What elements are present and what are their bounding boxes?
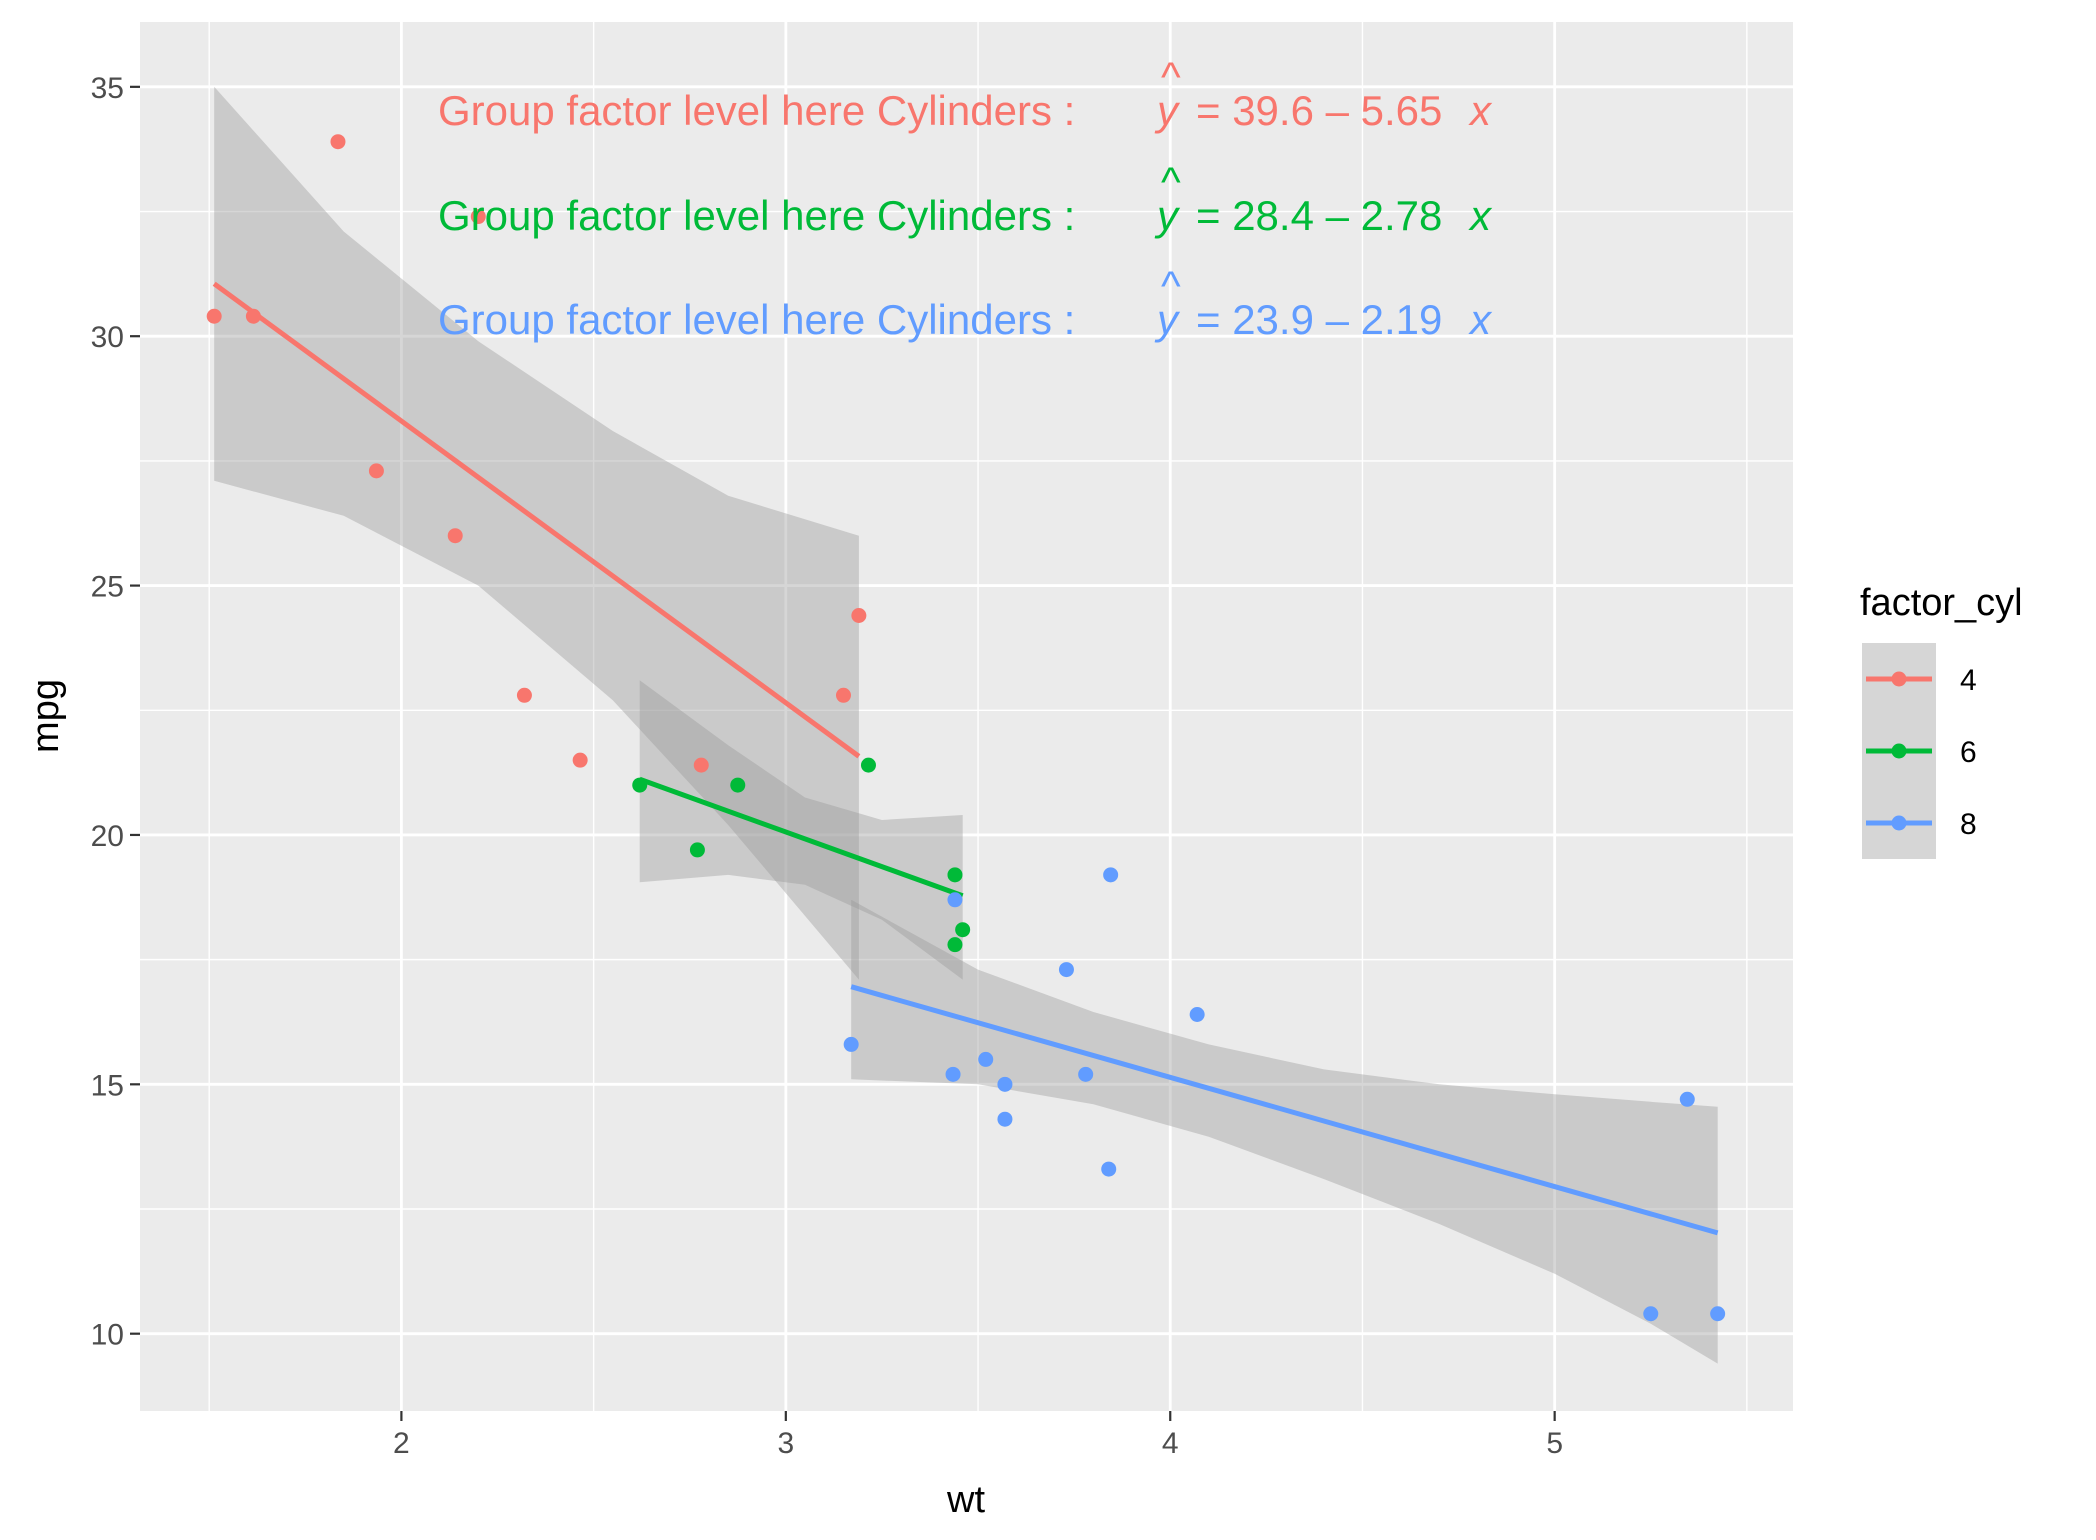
- data-point-6: [689, 842, 705, 858]
- data-point-8: [1710, 1306, 1726, 1322]
- data-point-6: [947, 937, 963, 953]
- data-point-8: [997, 1111, 1013, 1127]
- y-tick-label: 25: [91, 571, 124, 604]
- equation-var-8: x: [1468, 296, 1493, 343]
- x-tick-label: 5: [1546, 1427, 1563, 1460]
- x-tick-label: 2: [393, 1427, 410, 1460]
- confidence-band-6: [639, 680, 963, 980]
- data-point-6: [947, 867, 963, 883]
- data-point-4: [516, 687, 532, 703]
- major-gridlines: [140, 22, 1793, 1411]
- equation-label-6: Group factor level here Cylinders :: [438, 192, 1075, 239]
- x-tick-label: 3: [777, 1427, 794, 1460]
- equation-yhat-4: y: [1154, 87, 1181, 134]
- data-point-8: [997, 1076, 1013, 1092]
- y-tick-label: 35: [91, 72, 124, 105]
- data-point-8: [945, 1066, 961, 1082]
- data-point-4: [470, 209, 486, 225]
- data-point-6: [730, 777, 746, 793]
- data-point-4: [245, 308, 261, 324]
- legend-label-4: 4: [1960, 664, 1977, 697]
- equation-hat-4: ^: [1161, 53, 1181, 100]
- equation-label-8: Group factor level here Cylinders :: [438, 296, 1075, 343]
- equation-label-4: Group factor level here Cylinders :: [438, 87, 1075, 134]
- data-point-8: [1189, 1006, 1205, 1022]
- data-point-8: [1103, 867, 1119, 883]
- equation-labels: Group factor level here Cylinders : y^= 3…: [438, 53, 1493, 343]
- equation-var-6: x: [1468, 192, 1493, 239]
- equation-var-4: x: [1468, 87, 1493, 134]
- legend-label-6: 6: [1960, 736, 1977, 769]
- data-point-4: [206, 308, 222, 324]
- data-point-8: [1643, 1306, 1659, 1322]
- data-point-8: [947, 892, 963, 908]
- y-axis-title: mpg: [25, 679, 67, 753]
- data-point-6: [860, 757, 876, 773]
- legend-key-point-4: [1891, 671, 1907, 687]
- legend-title: factor_cyl: [1860, 582, 2023, 624]
- regression-line-8: [850, 984, 1719, 1236]
- data-point-4: [447, 528, 463, 544]
- y-tick-label: 10: [91, 1319, 124, 1352]
- legend-label-8: 8: [1960, 808, 1977, 841]
- y-axis: 10 15 20 25 30 35: [91, 72, 140, 1352]
- regression-line-4: [212, 281, 861, 759]
- regression-lines: [212, 281, 1719, 1236]
- equation-hat-6: ^: [1161, 158, 1181, 205]
- legend-key-point-8: [1891, 815, 1907, 831]
- data-point-8: [978, 1051, 994, 1067]
- equation-rhs-8: = 23.9 – 2.19: [1196, 296, 1442, 343]
- equation-rhs-4: = 39.6 – 5.65: [1196, 87, 1442, 134]
- data-point-4: [693, 757, 709, 773]
- data-point-8: [1078, 1066, 1094, 1082]
- data-point-6: [955, 922, 971, 938]
- equation-yhat-8: y: [1154, 296, 1181, 343]
- legend-key-point-6: [1891, 743, 1907, 759]
- y-tick-label: 15: [91, 1069, 124, 1102]
- x-axis-title: wt: [946, 1479, 985, 1521]
- equation-rhs-6: = 28.4 – 2.78: [1196, 192, 1442, 239]
- equation-hat-8: ^: [1161, 262, 1181, 309]
- regression-line-6: [638, 776, 964, 899]
- data-point-4: [330, 134, 346, 150]
- minor-gridlines: [140, 22, 1793, 1411]
- data-point-8: [1058, 962, 1074, 978]
- legend: factor_cyl 4 6 8: [1860, 582, 2023, 859]
- x-axis: 2 3 4 5: [393, 1411, 1563, 1460]
- data-points: [206, 134, 1726, 1322]
- data-point-8: [1101, 1161, 1117, 1177]
- data-point-6: [632, 777, 648, 793]
- data-point-8: [843, 1036, 859, 1052]
- data-point-4: [572, 752, 588, 768]
- x-tick-label: 4: [1162, 1427, 1179, 1460]
- confidence-band-8: [851, 899, 1718, 1364]
- data-point-4: [368, 463, 384, 479]
- plot-panel: [140, 22, 1793, 1411]
- y-tick-label: 20: [91, 820, 124, 853]
- y-tick-label: 30: [91, 321, 124, 354]
- data-point-4: [835, 687, 851, 703]
- confidence-bands: [214, 86, 1718, 1364]
- data-point-4: [851, 608, 867, 624]
- equation-yhat-6: y: [1154, 192, 1181, 239]
- confidence-band-4: [214, 86, 859, 980]
- data-point-8: [1679, 1091, 1695, 1107]
